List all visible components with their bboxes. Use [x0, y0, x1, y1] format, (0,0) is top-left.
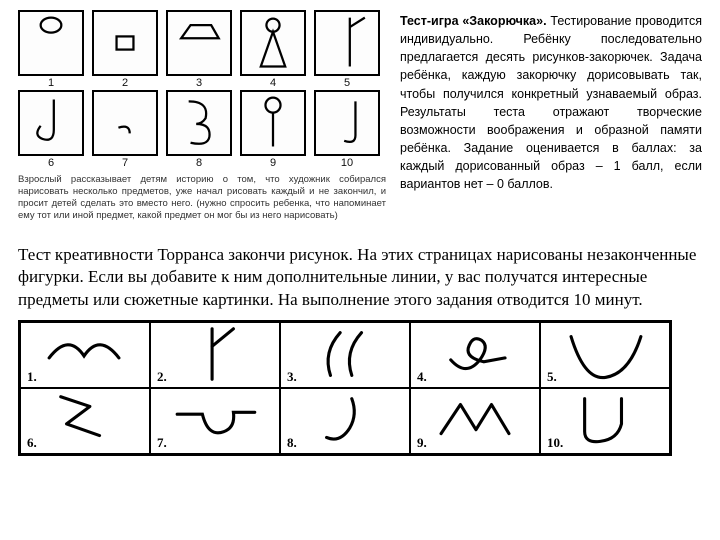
cell-9	[240, 90, 306, 156]
cell-label: 4	[240, 76, 306, 90]
squiggle-7-icon	[94, 92, 156, 154]
t-label: 2.	[157, 369, 167, 385]
t-cell-10: 10.	[540, 388, 670, 454]
torrance-grid-wrap: 1. 2. 3. 4.	[18, 320, 702, 456]
cell-2	[92, 10, 158, 76]
left-column: 1 2 3 4 5	[18, 10, 386, 222]
cell-label: 9	[240, 156, 306, 170]
t-cell-5: 5.	[540, 322, 670, 388]
cell-1	[18, 10, 84, 76]
cell-label: 3	[166, 76, 232, 90]
t-shape-6-icon	[21, 389, 149, 453]
cell-3	[166, 10, 232, 76]
t-label: 9.	[417, 435, 427, 451]
cell-10	[314, 90, 380, 156]
cell-8	[166, 90, 232, 156]
squiggle-4-icon	[242, 12, 304, 74]
cell-label: 1	[18, 76, 84, 90]
t-shape-4-icon	[411, 323, 539, 387]
squiggle-2-icon	[94, 12, 156, 74]
grid1-caption: Взрослый рассказывает детям историю о то…	[18, 174, 386, 222]
top-block: 1 2 3 4 5	[18, 10, 702, 222]
cell-label: 2	[92, 76, 158, 90]
t-cell-1: 1.	[20, 322, 150, 388]
t-label: 1.	[27, 369, 37, 385]
t-label: 5.	[547, 369, 557, 385]
cell-label: 8	[166, 156, 232, 170]
t-shape-1-icon	[21, 323, 149, 387]
cell-7	[92, 90, 158, 156]
t-label: 4.	[417, 369, 427, 385]
t-shape-7-icon	[151, 389, 279, 453]
torrance-grid: 1. 2. 3. 4.	[18, 320, 672, 456]
description-title: Тест-игра «Закорючка».	[400, 14, 547, 28]
t-cell-9: 9.	[410, 388, 540, 454]
squiggle-1-icon	[20, 12, 82, 74]
t-label: 8.	[287, 435, 297, 451]
squiggle-8-icon	[168, 92, 230, 154]
squiggle-3-icon	[168, 12, 230, 74]
squiggle-5-icon	[316, 12, 378, 74]
description-text: Тест-игра «Закорючка». Тестирование пров…	[400, 10, 702, 222]
cell-5	[314, 10, 380, 76]
t-shape-3-icon	[281, 323, 409, 387]
t-cell-6: 6.	[20, 388, 150, 454]
cell-6	[18, 90, 84, 156]
t-cell-3: 3.	[280, 322, 410, 388]
squiggle-10-icon	[316, 92, 378, 154]
squiggle-grid-1: 1 2 3 4 5	[18, 10, 386, 170]
t-label: 6.	[27, 435, 37, 451]
t-cell-4: 4.	[410, 322, 540, 388]
t-cell-8: 8.	[280, 388, 410, 454]
squiggle-6-icon	[20, 92, 82, 154]
t-cell-2: 2.	[150, 322, 280, 388]
cell-label: 10	[314, 156, 380, 170]
cell-label: 6	[18, 156, 84, 170]
cell-label: 5	[314, 76, 380, 90]
t-label: 10.	[547, 435, 563, 451]
middle-paragraph: Тест креативности Торранса закончи рисун…	[18, 244, 702, 313]
t-shape-9-icon	[411, 389, 539, 453]
t-cell-7: 7.	[150, 388, 280, 454]
description-body: Тестирование проводится индивидуально. Р…	[400, 14, 702, 191]
t-shape-2-icon	[151, 323, 279, 387]
t-label: 7.	[157, 435, 167, 451]
t-label: 3.	[287, 369, 297, 385]
cell-4	[240, 10, 306, 76]
t-shape-8-icon	[281, 389, 409, 453]
t-shape-5-icon	[541, 323, 669, 387]
squiggle-9-icon	[242, 92, 304, 154]
cell-label: 7	[92, 156, 158, 170]
